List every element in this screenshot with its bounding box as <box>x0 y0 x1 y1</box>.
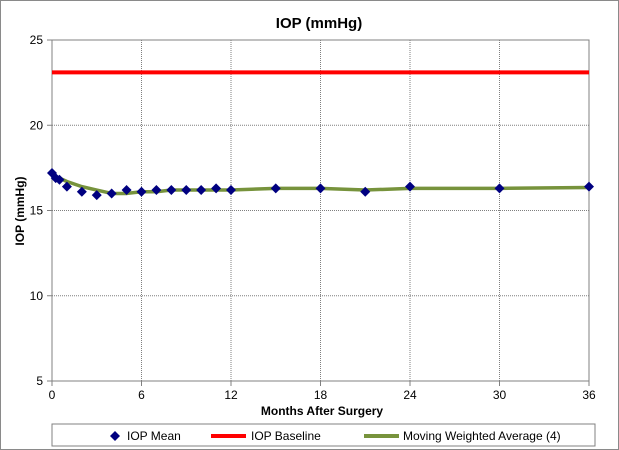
x-tick-label: 12 <box>224 388 238 402</box>
x-tick-label: 0 <box>49 388 56 402</box>
x-tick-label: 30 <box>493 388 507 402</box>
x-tick-label: 18 <box>314 388 328 402</box>
data-point-iop-mean <box>91 190 102 201</box>
data-point-iop-mean <box>54 174 65 185</box>
x-axis-ticks: 0 6 12 18 24 30 36 <box>49 381 596 402</box>
x-axis-label: Months After Surgery <box>261 404 384 418</box>
y-axis-ticks: 5 10 15 20 25 <box>30 33 52 388</box>
legend-label-moving-average: Moving Weighted Average (4) <box>403 429 561 443</box>
legend-label-iop-baseline: IOP Baseline <box>251 429 321 443</box>
legend-box <box>51 423 596 447</box>
y-tick-label: 10 <box>30 289 44 303</box>
data-point-iop-mean <box>405 181 415 192</box>
x-tick-label: 36 <box>582 388 596 402</box>
y-tick-label: 20 <box>30 118 44 132</box>
data-point-iop-mean <box>181 185 192 196</box>
chart-title: IOP (mmHg) <box>276 15 362 32</box>
data-point-iop-mean <box>151 185 162 196</box>
data-point-iop-mean <box>494 183 505 194</box>
x-tick-label: 6 <box>138 388 145 402</box>
legend-label-iop-mean: IOP Mean <box>127 429 181 443</box>
data-point-iop-mean <box>270 183 281 194</box>
data-point-iop-mean <box>315 183 326 194</box>
data-point-iop-mean <box>196 185 207 196</box>
y-tick-label: 25 <box>30 33 44 47</box>
grid <box>52 40 589 381</box>
legend-marker-iop-mean <box>110 431 120 441</box>
series-layer <box>47 70 594 201</box>
y-axis-label: IOP (mmHg) <box>13 176 27 245</box>
y-tick-label: 5 <box>36 374 43 388</box>
data-point-iop-mean <box>106 188 117 199</box>
y-tick-label: 15 <box>30 204 44 218</box>
data-point-iop-mean <box>121 185 132 196</box>
legend: IOP Mean IOP Baseline Moving Weighted Av… <box>51 423 596 447</box>
data-point-iop-mean <box>61 181 72 192</box>
x-tick-label: 24 <box>403 388 417 402</box>
data-point-iop-mean <box>584 181 594 192</box>
data-point-iop-mean <box>226 185 236 196</box>
data-point-iop-mean <box>360 186 371 197</box>
data-point-iop-mean <box>166 185 177 196</box>
data-point-iop-mean <box>136 186 147 197</box>
data-point-iop-mean <box>76 186 87 197</box>
data-point-iop-mean <box>211 183 222 194</box>
